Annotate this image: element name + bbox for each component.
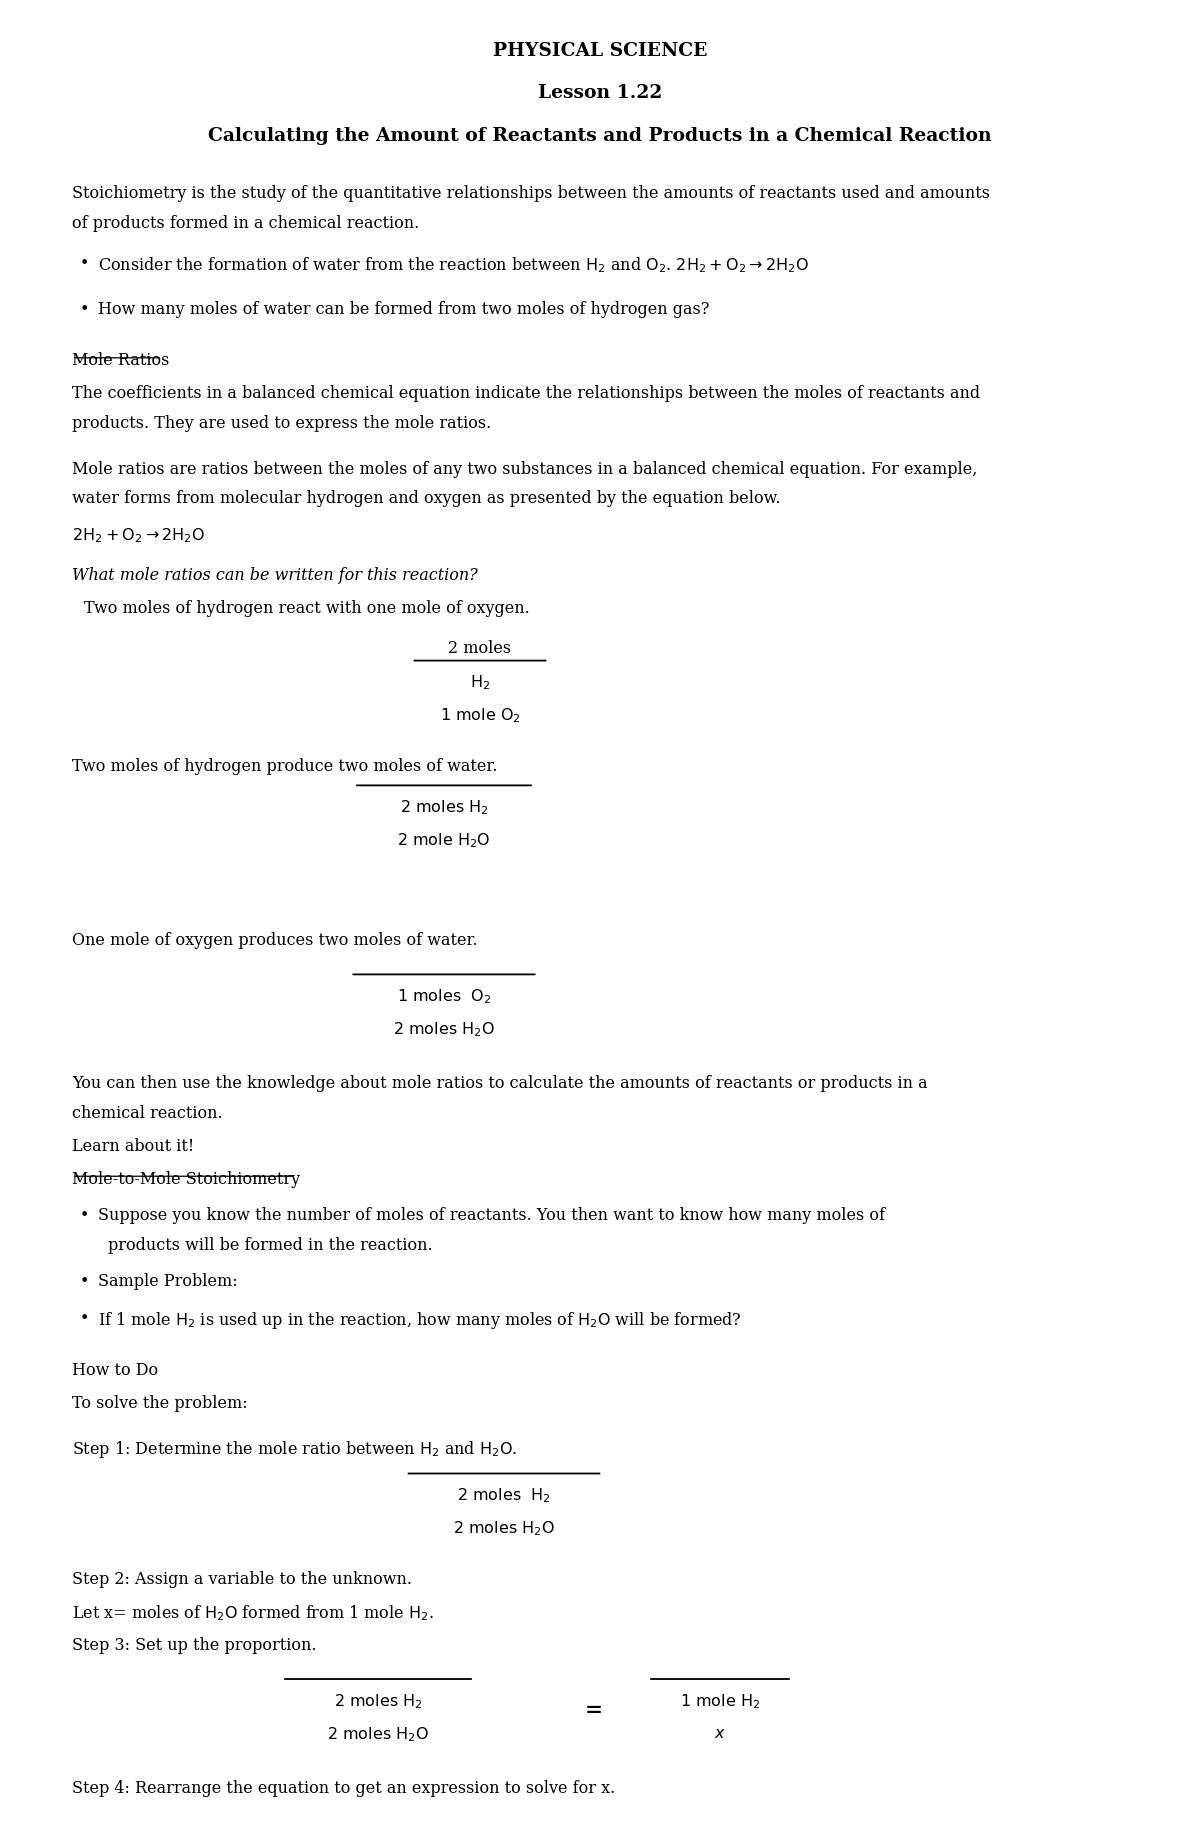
Text: $\mathrm{1\ moles\ \ O_2}$: $\mathrm{1\ moles\ \ O_2}$ — [397, 987, 491, 1006]
Text: $\mathit{x}$: $\mathit{x}$ — [714, 1725, 726, 1741]
Text: chemical reaction.: chemical reaction. — [72, 1105, 223, 1121]
Text: $\mathrm{2\ moles\ H_2O}$: $\mathrm{2\ moles\ H_2O}$ — [328, 1725, 428, 1743]
Text: Learn about it!: Learn about it! — [72, 1138, 194, 1154]
Text: $\mathrm{H_2}$: $\mathrm{H_2}$ — [470, 673, 490, 692]
Text: Consider the formation of water from the reaction between $\mathrm{H_2}$ and $\m: Consider the formation of water from the… — [98, 255, 809, 275]
Text: Mole ratios are ratios between the moles of any two substances in a balanced che: Mole ratios are ratios between the moles… — [72, 461, 977, 477]
Text: $\mathrm{2\ mole\ H_2O}$: $\mathrm{2\ mole\ H_2O}$ — [397, 831, 491, 850]
Text: Lesson 1.22: Lesson 1.22 — [538, 84, 662, 103]
Text: products. They are used to express the mole ratios.: products. They are used to express the m… — [72, 415, 491, 431]
Text: Sample Problem:: Sample Problem: — [98, 1273, 238, 1290]
Text: •: • — [79, 1207, 89, 1224]
Text: Two moles of hydrogen react with one mole of oxygen.: Two moles of hydrogen react with one mol… — [84, 600, 529, 617]
Text: Step 2: Assign a variable to the unknown.: Step 2: Assign a variable to the unknown… — [72, 1571, 412, 1587]
Text: $\mathrm{2\ moles\ H_2O}$: $\mathrm{2\ moles\ H_2O}$ — [454, 1519, 554, 1538]
Text: 2 moles: 2 moles — [449, 640, 511, 657]
Text: One mole of oxygen produces two moles of water.: One mole of oxygen produces two moles of… — [72, 932, 478, 949]
Text: $\mathrm{2\ moles\ H_2O}$: $\mathrm{2\ moles\ H_2O}$ — [394, 1020, 494, 1039]
Text: Two moles of hydrogen produce two moles of water.: Two moles of hydrogen produce two moles … — [72, 758, 498, 774]
Text: $\mathrm{1\ mole\ H_2}$: $\mathrm{1\ mole\ H_2}$ — [680, 1692, 760, 1710]
Text: Stoichiometry is the study of the quantitative relationships between the amounts: Stoichiometry is the study of the quanti… — [72, 185, 990, 202]
Text: $\mathrm{2\ moles\ H_2}$: $\mathrm{2\ moles\ H_2}$ — [334, 1692, 422, 1710]
Text: Mole Ratios: Mole Ratios — [72, 352, 169, 369]
Text: •: • — [79, 1310, 89, 1327]
Text: $\mathrm{1\ mole\ O_2}$: $\mathrm{1\ mole\ O_2}$ — [439, 706, 521, 725]
Text: •: • — [79, 301, 89, 317]
Text: What mole ratios can be written for this reaction?: What mole ratios can be written for this… — [72, 567, 478, 584]
Text: Step 1: Determine the mole ratio between $\mathrm{H_2}$ and $\mathrm{H_2O}$.: Step 1: Determine the mole ratio between… — [72, 1439, 517, 1459]
Text: How many moles of water can be formed from two moles of hydrogen gas?: How many moles of water can be formed fr… — [98, 301, 709, 317]
Text: PHYSICAL SCIENCE: PHYSICAL SCIENCE — [493, 42, 707, 61]
Text: Suppose you know the number of moles of reactants. You then want to know how man: Suppose you know the number of moles of … — [98, 1207, 886, 1224]
Text: $\mathrm{2\ moles\ \ H_2}$: $\mathrm{2\ moles\ \ H_2}$ — [457, 1486, 551, 1505]
Text: water forms from molecular hydrogen and oxygen as presented by the equation belo: water forms from molecular hydrogen and … — [72, 490, 781, 506]
Text: of products formed in a chemical reaction.: of products formed in a chemical reactio… — [72, 215, 419, 231]
Text: If 1 mole $\mathrm{H_2}$ is used up in the reaction, how many moles of $\mathrm{: If 1 mole $\mathrm{H_2}$ is used up in t… — [98, 1310, 743, 1330]
Text: =: = — [586, 1699, 604, 1721]
Text: The coefficients in a balanced chemical equation indicate the relationships betw: The coefficients in a balanced chemical … — [72, 385, 980, 402]
Text: $\mathrm{2H_2+O_2{\rightarrow}2H_2O}$: $\mathrm{2H_2+O_2{\rightarrow}2H_2O}$ — [72, 527, 205, 545]
Text: Step 3: Set up the proportion.: Step 3: Set up the proportion. — [72, 1637, 317, 1653]
Text: How to Do: How to Do — [72, 1362, 158, 1378]
Text: To solve the problem:: To solve the problem: — [72, 1395, 247, 1411]
Text: Calculating the Amount of Reactants and Products in a Chemical Reaction: Calculating the Amount of Reactants and … — [208, 127, 992, 145]
Text: •: • — [79, 1273, 89, 1290]
Text: Mole-to-Mole Stoichiometry: Mole-to-Mole Stoichiometry — [72, 1171, 300, 1187]
Text: Step 4: Rearrange the equation to get an expression to solve for x.: Step 4: Rearrange the equation to get an… — [72, 1780, 616, 1796]
Text: You can then use the knowledge about mole ratios to calculate the amounts of rea: You can then use the knowledge about mol… — [72, 1075, 928, 1092]
Text: Let x= moles of $\mathrm{H_2O}$ formed from 1 mole $\mathrm{H_2}$.: Let x= moles of $\mathrm{H_2O}$ formed f… — [72, 1604, 433, 1624]
Text: products will be formed in the reaction.: products will be formed in the reaction. — [108, 1237, 433, 1253]
Text: $\mathrm{2\ moles\ H_2}$: $\mathrm{2\ moles\ H_2}$ — [400, 798, 488, 817]
Text: •: • — [79, 255, 89, 272]
